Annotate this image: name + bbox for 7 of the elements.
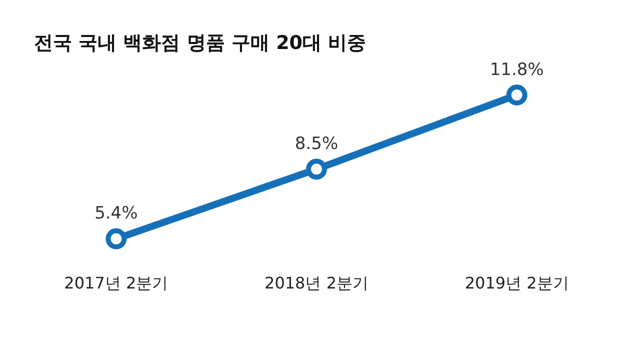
data-label: 5.4% [94,204,138,224]
x-tick-label: 2019년 2분기 [464,274,569,293]
data-label: 11.8% [490,60,544,80]
x-tick-label: 2018년 2분기 [264,274,368,293]
x-tick-label: 2017년 2분기 [64,274,168,293]
chart-title: 전국 국내 백화점 명품 구매 20대 비중 [34,31,366,56]
data-label: 8.5% [294,134,338,154]
